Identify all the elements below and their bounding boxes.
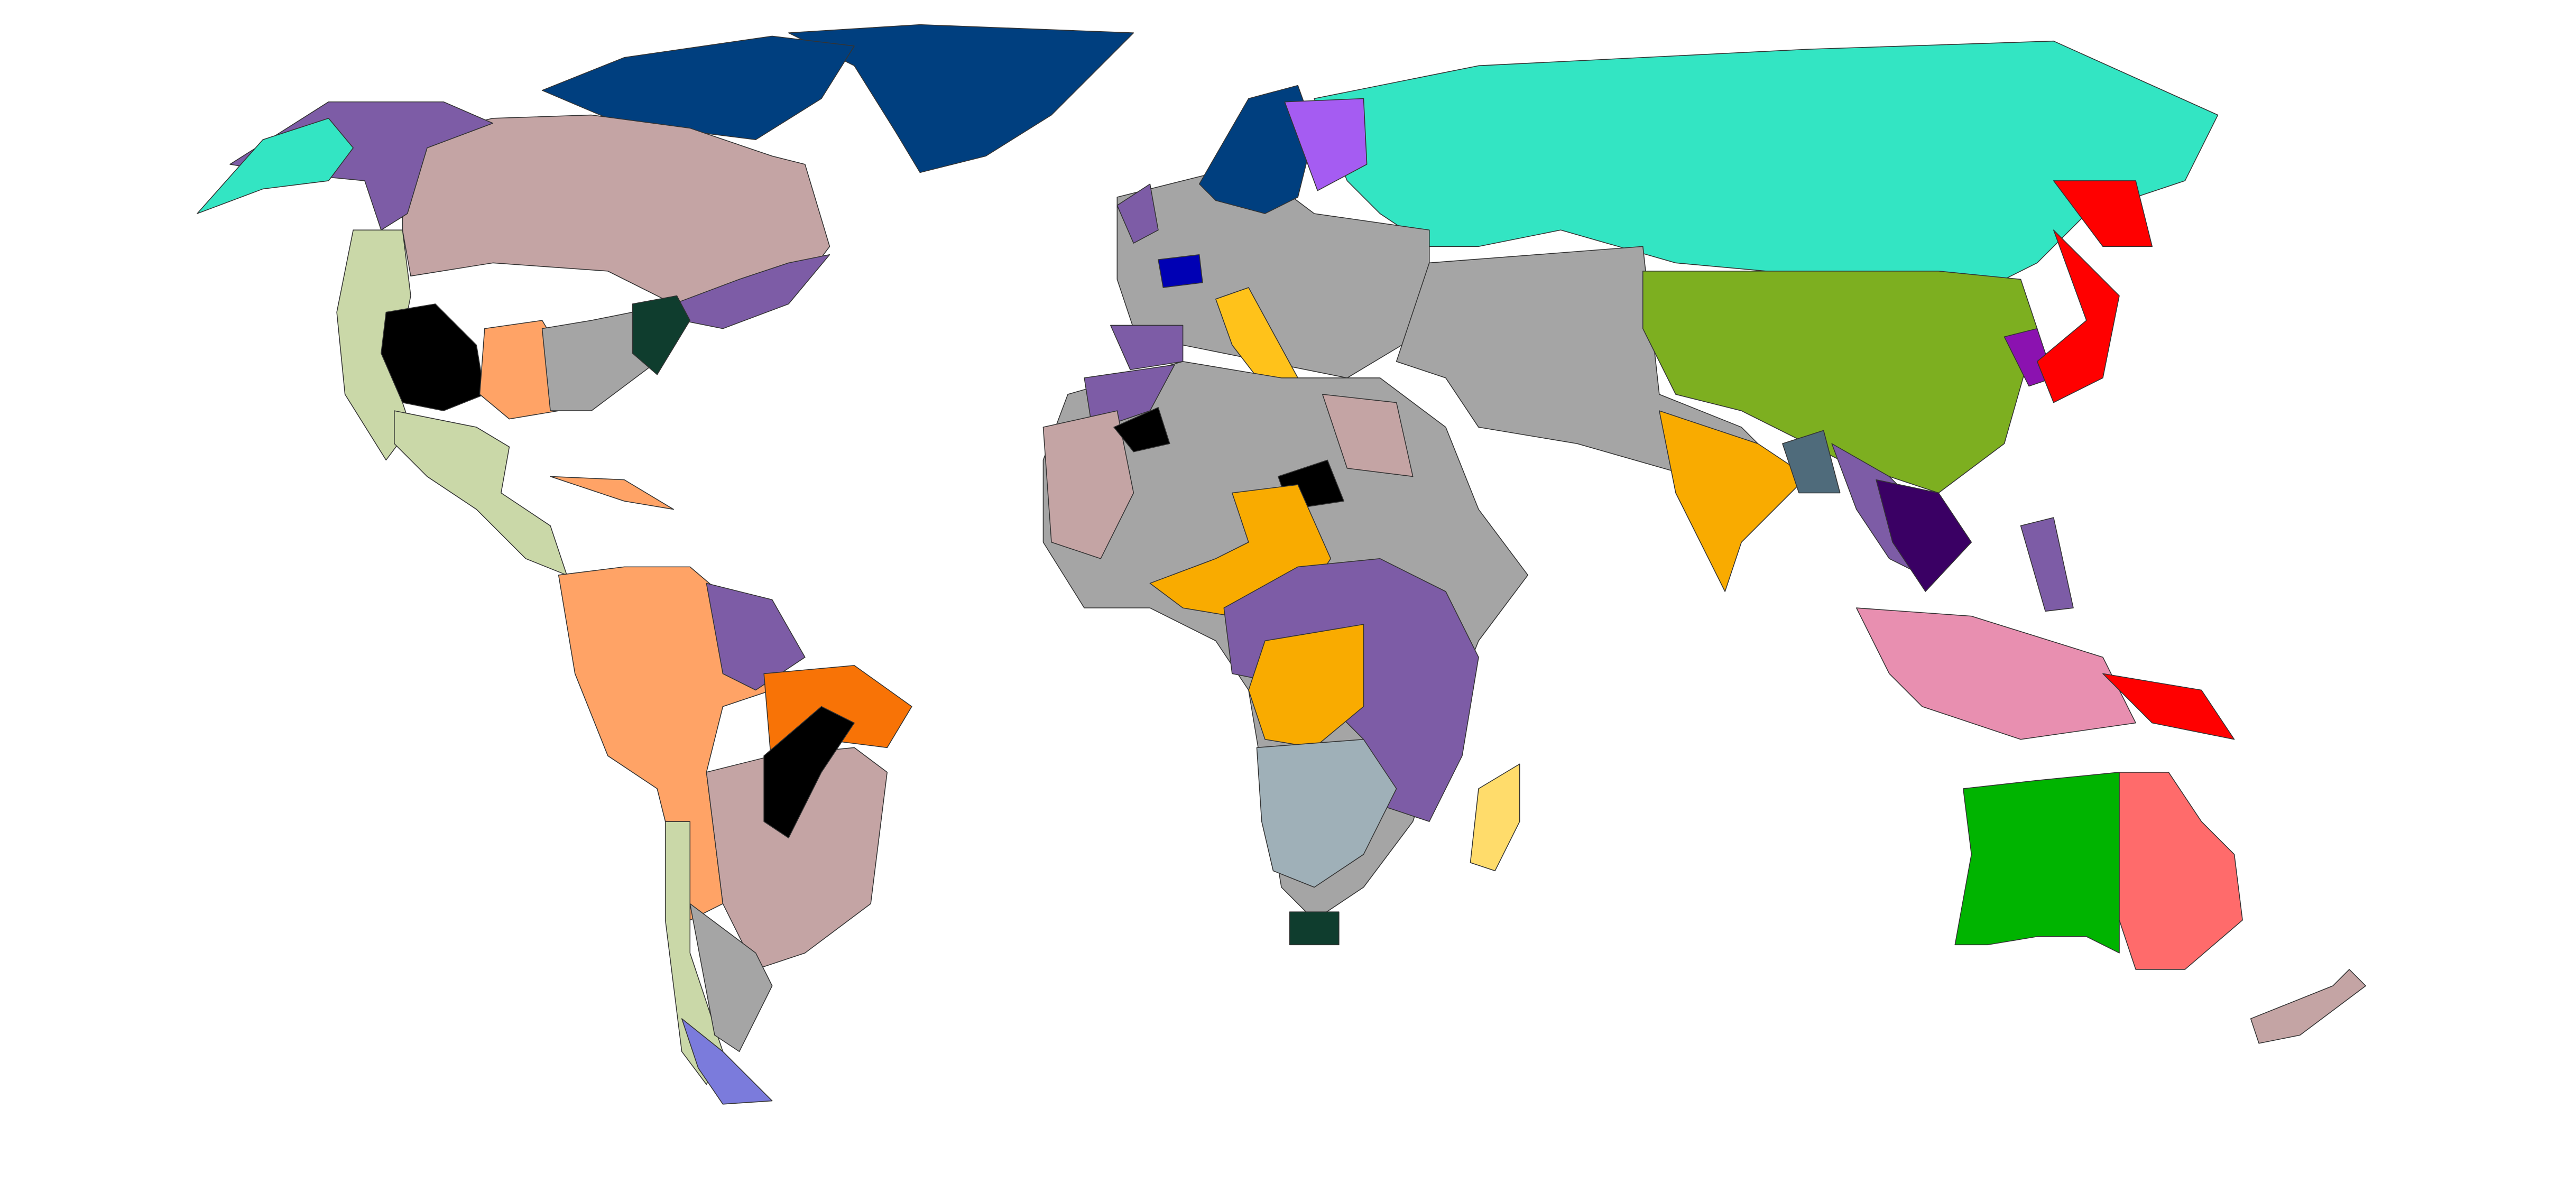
region-indonesia xyxy=(1856,607,2136,740)
region-france xyxy=(1158,254,1203,288)
region-japan xyxy=(2053,180,2153,247)
region-new-zealand xyxy=(2250,969,2366,1044)
region-southern-africa xyxy=(1256,738,1397,888)
region-egypt xyxy=(1322,394,1414,477)
regions-layer xyxy=(197,24,2366,1105)
region-australia-west xyxy=(1954,772,2120,954)
region-us-northeast xyxy=(632,295,691,375)
region-south-africa xyxy=(1289,911,1340,946)
region-vietnam-laos xyxy=(1876,479,1972,592)
region-india xyxy=(1659,410,1808,592)
region-greenland xyxy=(788,24,1134,173)
region-africa-west xyxy=(1042,410,1134,559)
region-australia-east xyxy=(2119,772,2243,970)
region-scandinavia xyxy=(1198,85,1315,214)
region-burma xyxy=(1782,430,1841,494)
region-argentina xyxy=(689,903,773,1052)
region-new-guinea xyxy=(2102,673,2235,740)
region-brazil-black xyxy=(763,706,855,839)
region-caribbean xyxy=(550,476,674,510)
region-sahara-black xyxy=(1113,407,1170,452)
region-japan xyxy=(2036,229,2120,403)
region-madagascar xyxy=(1470,763,1520,872)
region-uk xyxy=(1116,183,1159,244)
region-finland xyxy=(1284,98,1368,191)
region-china xyxy=(1642,271,2038,494)
region-patagonia xyxy=(681,1018,773,1105)
region-philippines xyxy=(2020,517,2074,612)
region-us-black xyxy=(381,303,485,411)
region-alaska xyxy=(197,118,354,214)
